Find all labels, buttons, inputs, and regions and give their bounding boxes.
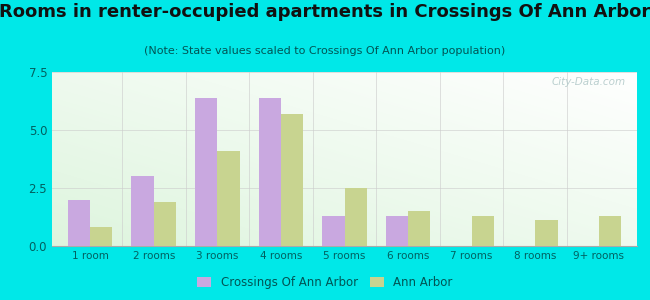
Legend: Crossings Of Ann Arbor, Ann Arbor: Crossings Of Ann Arbor, Ann Arbor (192, 272, 458, 294)
Text: City-Data.com: City-Data.com (551, 77, 625, 87)
Text: (Note: State values scaled to Crossings Of Ann Arbor population): (Note: State values scaled to Crossings … (144, 46, 506, 56)
Bar (90, 227, 112, 246)
Text: Rooms in renter-occupied apartments in Crossings Of Ann Arbor: Rooms in renter-occupied apartments in C… (0, 3, 650, 21)
Bar (154, 202, 176, 246)
Bar (472, 216, 494, 246)
Bar (68, 200, 90, 246)
Bar (344, 188, 367, 246)
Bar (535, 220, 558, 246)
Bar (386, 216, 408, 246)
Bar (408, 211, 430, 246)
Bar (599, 216, 621, 246)
Bar (195, 98, 217, 246)
Bar (259, 98, 281, 246)
Bar (322, 216, 344, 246)
Bar (131, 176, 154, 246)
Bar (217, 151, 240, 246)
Bar (281, 114, 303, 246)
